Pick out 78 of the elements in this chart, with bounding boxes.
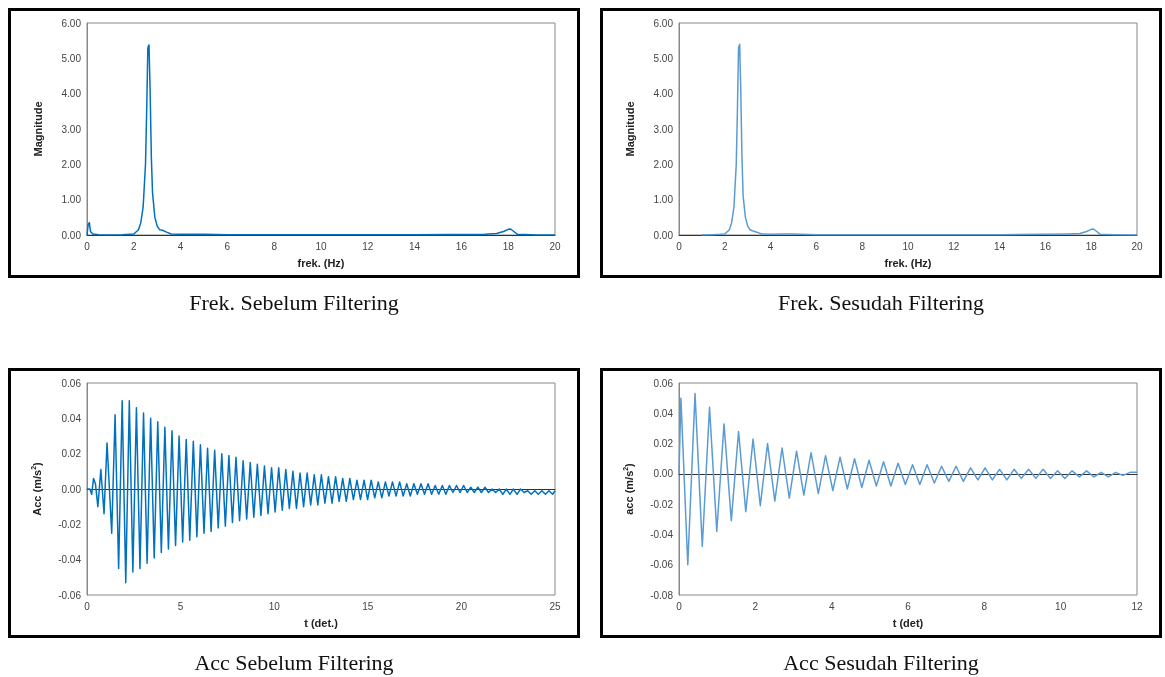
x-tick-label: 10 — [902, 240, 914, 252]
y-tick-label: -0.06 — [650, 559, 674, 571]
text: Acc Sebelum Filtering — [193, 650, 395, 676]
x-tick-label: 0 — [676, 600, 683, 612]
x-tick-label: 20 — [455, 600, 468, 612]
x-tick-label: 16 — [1039, 240, 1052, 252]
line-series — [86, 399, 556, 584]
line-series — [678, 392, 1138, 566]
x-tick-label: 8 — [981, 600, 988, 612]
line-series — [86, 44, 556, 236]
x-tick-label: 6 — [905, 600, 912, 612]
y-tick-label: 5.00 — [61, 52, 82, 64]
x-tick-label: 12 — [948, 240, 960, 252]
y-tick-label: 3.00 — [61, 123, 82, 135]
y-tick-label: 0.06 — [653, 377, 674, 389]
x-tick-label: 0 — [84, 240, 91, 252]
x-tick-label: 14 — [409, 240, 421, 252]
x-axis-title: t (det) — [892, 616, 924, 629]
y-tick-label: 2.00 — [653, 158, 674, 170]
x-tick-label: 6 — [813, 240, 820, 252]
y-tick-label: 2.00 — [61, 158, 82, 170]
x-tick-label: 18 — [502, 240, 515, 252]
y-tick-label: 0.04 — [653, 407, 674, 419]
x-tick-label: 4 — [177, 240, 184, 252]
x-tick-label: 18 — [1085, 240, 1098, 252]
x-tick-label: 2 — [752, 600, 759, 612]
x-tick-label: 2 — [722, 240, 729, 252]
x-tick-label: 12 — [362, 240, 374, 252]
x-tick-label: 0 — [84, 600, 91, 612]
x-tick-label: 0 — [676, 240, 683, 252]
y-tick-label: 0.02 — [61, 448, 82, 460]
y-tick-label: 0.02 — [653, 438, 674, 450]
y-axis-title: Magnitude — [623, 101, 636, 157]
x-tick-label: 6 — [224, 240, 231, 252]
x-tick-label: 10 — [1055, 600, 1067, 612]
y-tick-label: 0.04 — [61, 412, 82, 424]
x-tick-label: 10 — [315, 240, 327, 252]
text: Acc Sesudah Filtering — [782, 650, 980, 676]
x-tick-label: 20 — [1131, 240, 1143, 252]
x-tick-label: 12 — [1131, 600, 1143, 612]
y-tick-label: 5.00 — [653, 52, 674, 64]
x-tick-label: 25 — [549, 600, 561, 612]
x-tick-label: 4 — [767, 240, 774, 252]
x-axis-title: frek. (Hz) — [297, 256, 345, 269]
y-tick-label: 6.00 — [653, 17, 674, 29]
x-tick-label: 15 — [362, 600, 374, 612]
text: Frek. Sesudah Filtering — [777, 290, 985, 316]
x-tick-label: 20 — [549, 240, 561, 252]
y-tick-label: -0.08 — [650, 589, 674, 601]
x-tick-label: 10 — [268, 600, 281, 612]
y-tick-label: -0.04 — [650, 528, 674, 540]
x-axis-title: frek. (Hz) — [884, 256, 932, 269]
y-tick-label: 1.00 — [61, 194, 82, 206]
x-tick-label: 8 — [859, 240, 866, 252]
x-tick-label: 16 — [455, 240, 468, 252]
y-tick-label: 1.00 — [653, 194, 674, 206]
y-tick-label: 0.00 — [653, 229, 674, 241]
y-axis-title: Magnitude — [31, 101, 44, 157]
x-tick-label: 4 — [828, 600, 835, 612]
y-tick-label: 0.00 — [653, 468, 674, 480]
y-tick-label: -0.04 — [58, 554, 82, 566]
x-tick-label: 14 — [994, 240, 1006, 252]
y-tick-label: 3.00 — [653, 123, 674, 135]
text: Frek. Sebelum Filtering — [188, 290, 400, 316]
y-tick-label: 6.00 — [61, 17, 82, 29]
y-tick-label: 0.00 — [61, 483, 82, 495]
line-series — [701, 43, 1138, 236]
y-tick-label: 4.00 — [653, 88, 674, 100]
y-tick-label: 4.00 — [61, 88, 82, 100]
x-tick-label: 2 — [131, 240, 138, 252]
y-tick-label: -0.02 — [58, 518, 82, 530]
y-tick-label: 0.00 — [61, 229, 82, 241]
y-tick-label: 0.06 — [61, 377, 82, 389]
y-tick-label: -0.02 — [650, 498, 674, 510]
x-tick-label: 8 — [271, 240, 278, 252]
x-axis-title: t (det.) — [304, 616, 339, 629]
y-tick-label: -0.06 — [58, 589, 82, 601]
x-tick-label: 5 — [177, 600, 184, 612]
